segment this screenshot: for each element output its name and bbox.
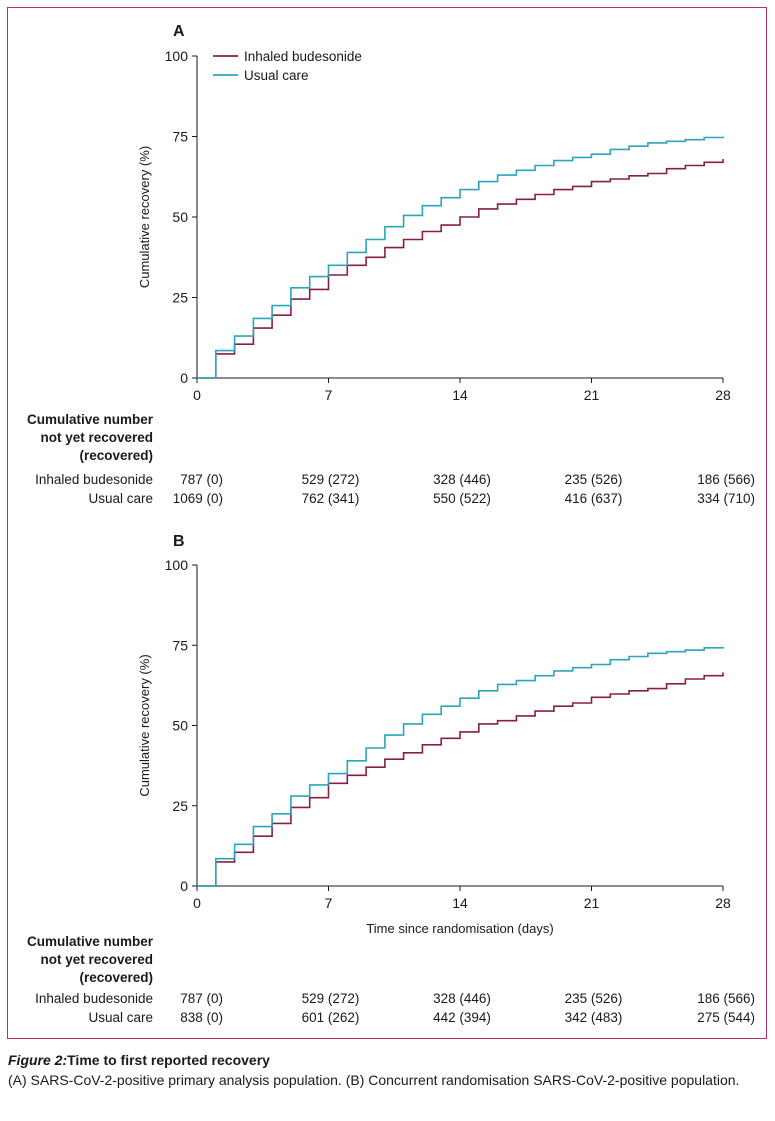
panel-a-risk-cell: 529 (272) <box>302 472 360 487</box>
panel-b-risk-cell: 442 (394) <box>433 1010 491 1025</box>
panel-a-x-tick-label: 14 <box>452 387 468 403</box>
panel-a-x-tick-label: 28 <box>715 387 731 403</box>
panel-b-risk-cell: 186 (566) <box>697 991 755 1006</box>
panel-b-y-tick-label: 50 <box>172 718 188 734</box>
panel-a-letter: A <box>173 23 185 40</box>
figure-label: Figure 2: <box>8 1052 68 1068</box>
panel-a-risk-header-line: Cumulative number <box>27 412 154 427</box>
panel-a-risk-row-label: Inhaled budesonide <box>35 472 153 487</box>
panel-a-x-tick-label: 21 <box>584 387 600 403</box>
panel-b-risk-header-line: Cumulative number <box>27 934 154 949</box>
panel-a-y-axis-title: Cumulative recovery (%) <box>137 146 152 288</box>
panel-a-risk-cell: 186 (566) <box>697 472 755 487</box>
panel-b-y-tick-label: 0 <box>180 878 188 894</box>
panel-a-risk-row-label: Usual care <box>88 491 153 506</box>
figure-frame <box>7 7 767 1039</box>
panel-b-risk-cell: 529 (272) <box>302 991 360 1006</box>
panel-a-risk-cell: 762 (341) <box>302 491 360 506</box>
panel-a-series-line-budesonide <box>197 159 724 379</box>
panel-a-risk-cell: 235 (526) <box>565 472 623 487</box>
panel-b-risk-cell: 787 (0) <box>180 991 223 1006</box>
panel-a-y-tick-label: 100 <box>165 48 189 64</box>
panel-b-y-axis-title: Cumulative recovery (%) <box>137 654 152 796</box>
panel-b-x-axis-title: Time since randomisation (days) <box>366 921 553 936</box>
panel-a-risk-cell: 334 (710) <box>697 491 755 506</box>
panel-b-y-tick-label: 25 <box>172 798 188 814</box>
panel-a-risk-header-line: (recovered) <box>79 448 153 463</box>
panel-b-risk-cell: 342 (483) <box>565 1010 623 1025</box>
panel-b-y-tick-label: 100 <box>165 557 189 573</box>
panel-a-x-tick-label: 0 <box>193 387 201 403</box>
panel-a-risk-header-line: not yet recovered <box>40 430 153 445</box>
panel-a-legend-label: Usual care <box>244 68 309 83</box>
panel-b-risk-header-line: (recovered) <box>79 970 153 985</box>
panel-b-x-tick-label: 14 <box>452 895 468 911</box>
panel-b-letter: B <box>173 533 185 550</box>
panel-a-y-tick-label: 25 <box>172 290 188 306</box>
panel-b-x-tick-label: 28 <box>715 895 731 911</box>
panel-b-x-tick-label: 7 <box>325 895 333 911</box>
panel-b-risk-cell: 328 (446) <box>433 991 491 1006</box>
panel-b-risk-header-line: not yet recovered <box>40 952 153 967</box>
caption-title-text: Time to first reported recovery <box>67 1052 270 1068</box>
panel-a-risk-cell: 550 (522) <box>433 491 491 506</box>
panel-a-series-line-usual-care <box>197 136 724 379</box>
panel-a-risk-cell: 416 (637) <box>565 491 623 506</box>
panel-b-risk-cell: 275 (544) <box>697 1010 755 1025</box>
panel-b-series-line-budesonide <box>197 672 724 887</box>
panel-b-risk-row-label: Usual care <box>88 1010 153 1025</box>
panel-b-y-tick-label: 75 <box>172 637 188 653</box>
panel-b-series-line-usual-care <box>197 646 724 887</box>
panel-a-y-tick-label: 50 <box>172 209 188 225</box>
panel-a-y-tick-label: 0 <box>180 370 188 386</box>
panel-b-risk-cell: 838 (0) <box>180 1010 223 1025</box>
panel-b-risk-cell: 235 (526) <box>565 991 623 1006</box>
panel-a-y-tick-label: 75 <box>172 129 188 145</box>
panel-b-risk-row-label: Inhaled budesonide <box>35 991 153 1006</box>
panel-b-x-tick-label: 0 <box>193 895 201 911</box>
km-figure: A 0 25 50 75 100 0 7 14 21 28 Cumulative recovery (… <box>27 23 755 1025</box>
caption-title: Figure 2:Time to first reported recovery <box>8 1050 768 1070</box>
panel-a-x-tick-label: 7 <box>325 387 333 403</box>
figure-caption: Figure 2:Time to first reported recovery… <box>8 1050 768 1090</box>
panel-b-risk-cell: 601 (262) <box>302 1010 360 1025</box>
panel-a-risk-cell: 328 (446) <box>433 472 491 487</box>
panel-b-x-tick-label: 21 <box>584 895 600 911</box>
panel-a-risk-cell: 1069 (0) <box>173 491 223 506</box>
panel-a-risk-cell: 787 (0) <box>180 472 223 487</box>
caption-text: (A) SARS-CoV-2-positive primary analysis… <box>8 1072 740 1088</box>
panel-a-legend-label: Inhaled budesonide <box>244 49 362 64</box>
